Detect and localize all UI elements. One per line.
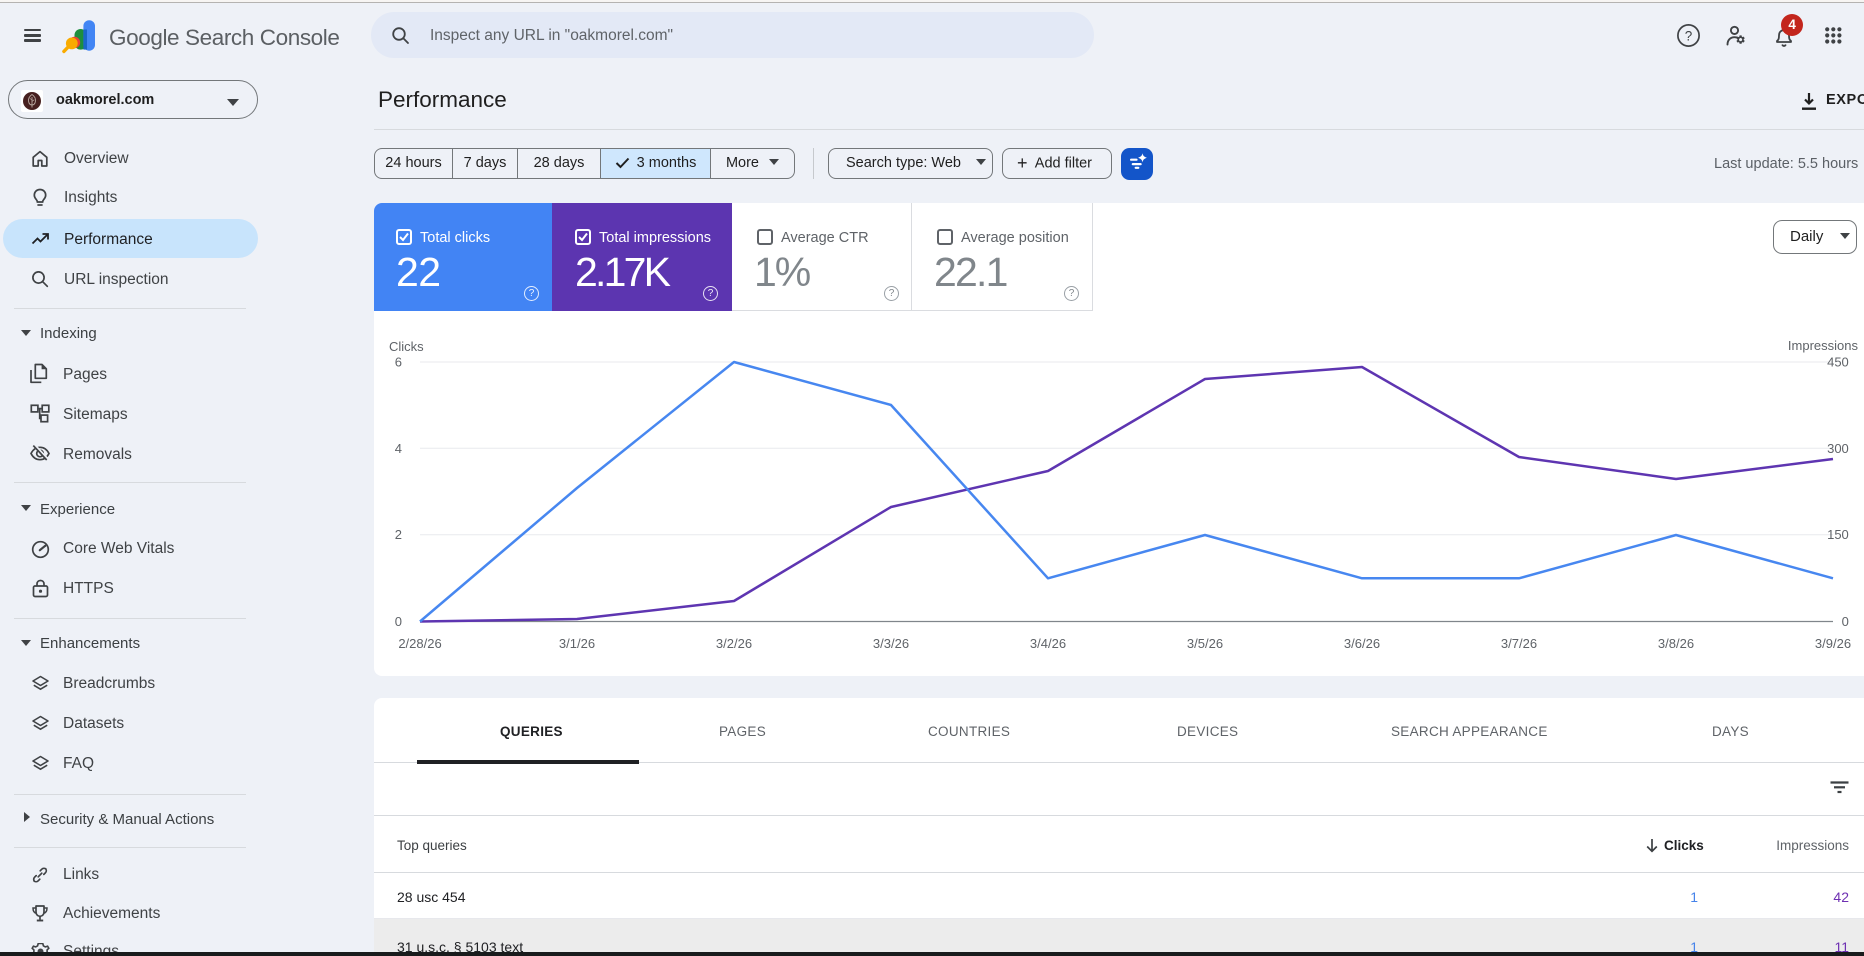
svg-text:300: 300 <box>1827 441 1849 456</box>
svg-text:2: 2 <box>395 527 402 542</box>
svg-text:150: 150 <box>1827 527 1849 542</box>
svg-text:0: 0 <box>1842 614 1849 629</box>
svg-text:2/28/26: 2/28/26 <box>398 636 441 651</box>
svg-text:3/3/26: 3/3/26 <box>873 636 909 651</box>
svg-text:3/4/26: 3/4/26 <box>1030 636 1066 651</box>
svg-text:0: 0 <box>395 614 402 629</box>
svg-text:3/1/26: 3/1/26 <box>559 636 595 651</box>
svg-text:4: 4 <box>395 441 402 456</box>
svg-text:3/5/26: 3/5/26 <box>1187 636 1223 651</box>
svg-text:6: 6 <box>395 355 402 370</box>
svg-text:3/2/26: 3/2/26 <box>716 636 752 651</box>
svg-text:3/8/26: 3/8/26 <box>1658 636 1694 651</box>
svg-text:450: 450 <box>1827 355 1849 370</box>
svg-text:3/9/26: 3/9/26 <box>1815 636 1851 651</box>
svg-text:3/6/26: 3/6/26 <box>1344 636 1380 651</box>
svg-text:3/7/26: 3/7/26 <box>1501 636 1537 651</box>
svg-text:?: ? <box>1685 28 1693 43</box>
